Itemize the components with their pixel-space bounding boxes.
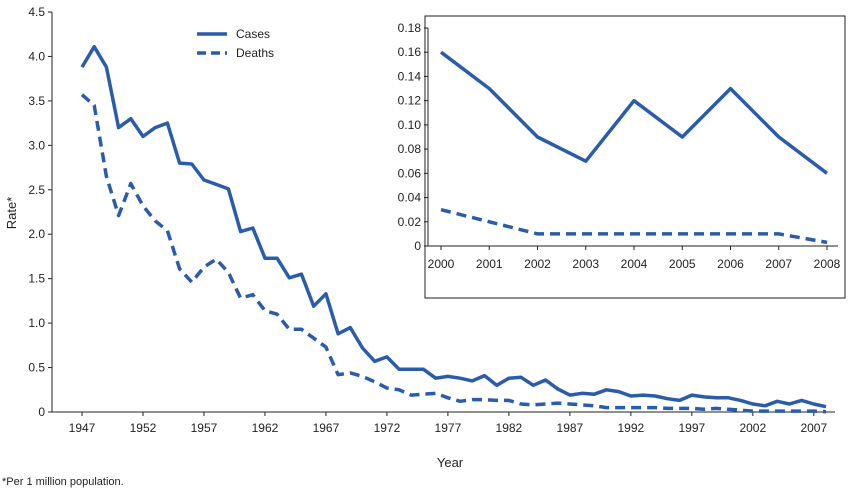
main-y-ticks: 0 0.5 1.0 1.5 2.0 2.5 3.0 3.5 4.0 4.5: [28, 5, 52, 419]
legend: Cases Deaths: [197, 27, 274, 60]
inset-y-tick-label: 0.06: [398, 166, 422, 180]
main-x-tick-label: 2007: [800, 421, 827, 435]
main-x-tick-label: 1947: [69, 421, 96, 435]
inset-y-tick-label: 0.16: [398, 45, 422, 59]
inset-frame: [424, 15, 846, 299]
main-y-tick-label: 2.5: [28, 183, 45, 197]
inset-series-deaths-line: [440, 208, 828, 245]
main-y-tick-label: 3.5: [28, 94, 45, 108]
inset-x-tick-label: 2001: [476, 257, 503, 271]
main-x-tick-label: 1992: [618, 421, 645, 435]
main-x-tick-label: 1957: [191, 421, 218, 435]
main-x-tick-label: 1952: [130, 421, 157, 435]
main-y-tick-label: 0.5: [28, 361, 45, 375]
main-y-tick-label: 2.0: [28, 227, 45, 241]
inset-y-tick-label: 0: [414, 239, 421, 253]
inset-x-ticks: 2000 2001 2002 2003 2004 2005 2006 2007 2008: [428, 246, 841, 271]
inset-y-tick-label: 0.14: [398, 69, 422, 83]
main-x-tick-label: 1972: [374, 421, 401, 435]
main-series-cases-line: [80, 44, 827, 409]
inset-x-tick-label: 2006: [717, 257, 744, 271]
inset-x-tick-label: 2005: [669, 257, 696, 271]
main-series-deaths-line: [80, 93, 827, 414]
inset-x-tick-label: 2004: [621, 257, 648, 271]
legend-cases-label: Cases: [236, 27, 270, 41]
main-x-tick-label: 1987: [557, 421, 584, 435]
inset-y-tick-label: 0.18: [398, 21, 422, 35]
main-x-tick-label: 2002: [739, 421, 766, 435]
inset-y-ticks: 0 0.02 0.04 0.06 0.08 0.10 0.12 0.14 0.16 0.18: [398, 21, 428, 253]
main-x-tick-label: 1977: [435, 421, 462, 435]
main-x-ticks: 1947 1952 1957 1962 1967 1972 1977 1982 1987 1992…: [69, 412, 827, 435]
inset-x-tick-label: 2007: [765, 257, 792, 271]
inset-y-tick-label: 0.12: [398, 94, 422, 108]
inset-x-tick-label: 2003: [572, 257, 599, 271]
inset-x-tick-label: 2002: [524, 257, 551, 271]
x-axis-title: Year: [437, 455, 464, 470]
footnote: *Per 1 million population.: [2, 476, 124, 488]
inset-series-lines: [439, 50, 829, 245]
inset-y-tick-label: 0.10: [398, 118, 422, 132]
main-chart: 0 0.5 1.0 1.5 2.0 2.5 3.0 3.5 4.0 4.5 1947 1952 195…: [4, 5, 835, 470]
legend-deaths-label: Deaths: [236, 46, 274, 60]
main-x-tick-label: 1967: [313, 421, 340, 435]
y-axis-title: Rate*: [4, 197, 19, 230]
inset-y-tick-label: 0.02: [398, 215, 422, 229]
main-y-tick-label: 0: [38, 405, 45, 419]
inset-x-tick-label: 2000: [428, 257, 455, 271]
main-x-tick-label: 1982: [496, 421, 523, 435]
inset-y-tick-label: 0.08: [398, 142, 422, 156]
main-y-tick-label: 4.0: [28, 49, 45, 63]
main-x-tick-label: 1997: [678, 421, 705, 435]
inset-y-tick-label: 0.04: [398, 191, 422, 205]
main-x-tick-label: 1962: [252, 421, 279, 435]
inset-series-cases-line: [439, 50, 829, 175]
main-series-lines: [80, 44, 827, 414]
main-y-tick-label: 1.5: [28, 272, 45, 286]
main-y-tick-label: 4.5: [28, 5, 45, 19]
main-y-tick-label: 3.0: [28, 138, 45, 152]
inset-chart: 0 0.02 0.04 0.06 0.08 0.10 0.12 0.14 0.16 0.18 20…: [398, 15, 846, 299]
main-y-tick-label: 1.0: [28, 316, 45, 330]
inset-x-tick-label: 2008: [814, 257, 841, 271]
chart: 0 0.5 1.0 1.5 2.0 2.5 3.0 3.5 4.0 4.5 1947 1952 195…: [4, 5, 846, 470]
